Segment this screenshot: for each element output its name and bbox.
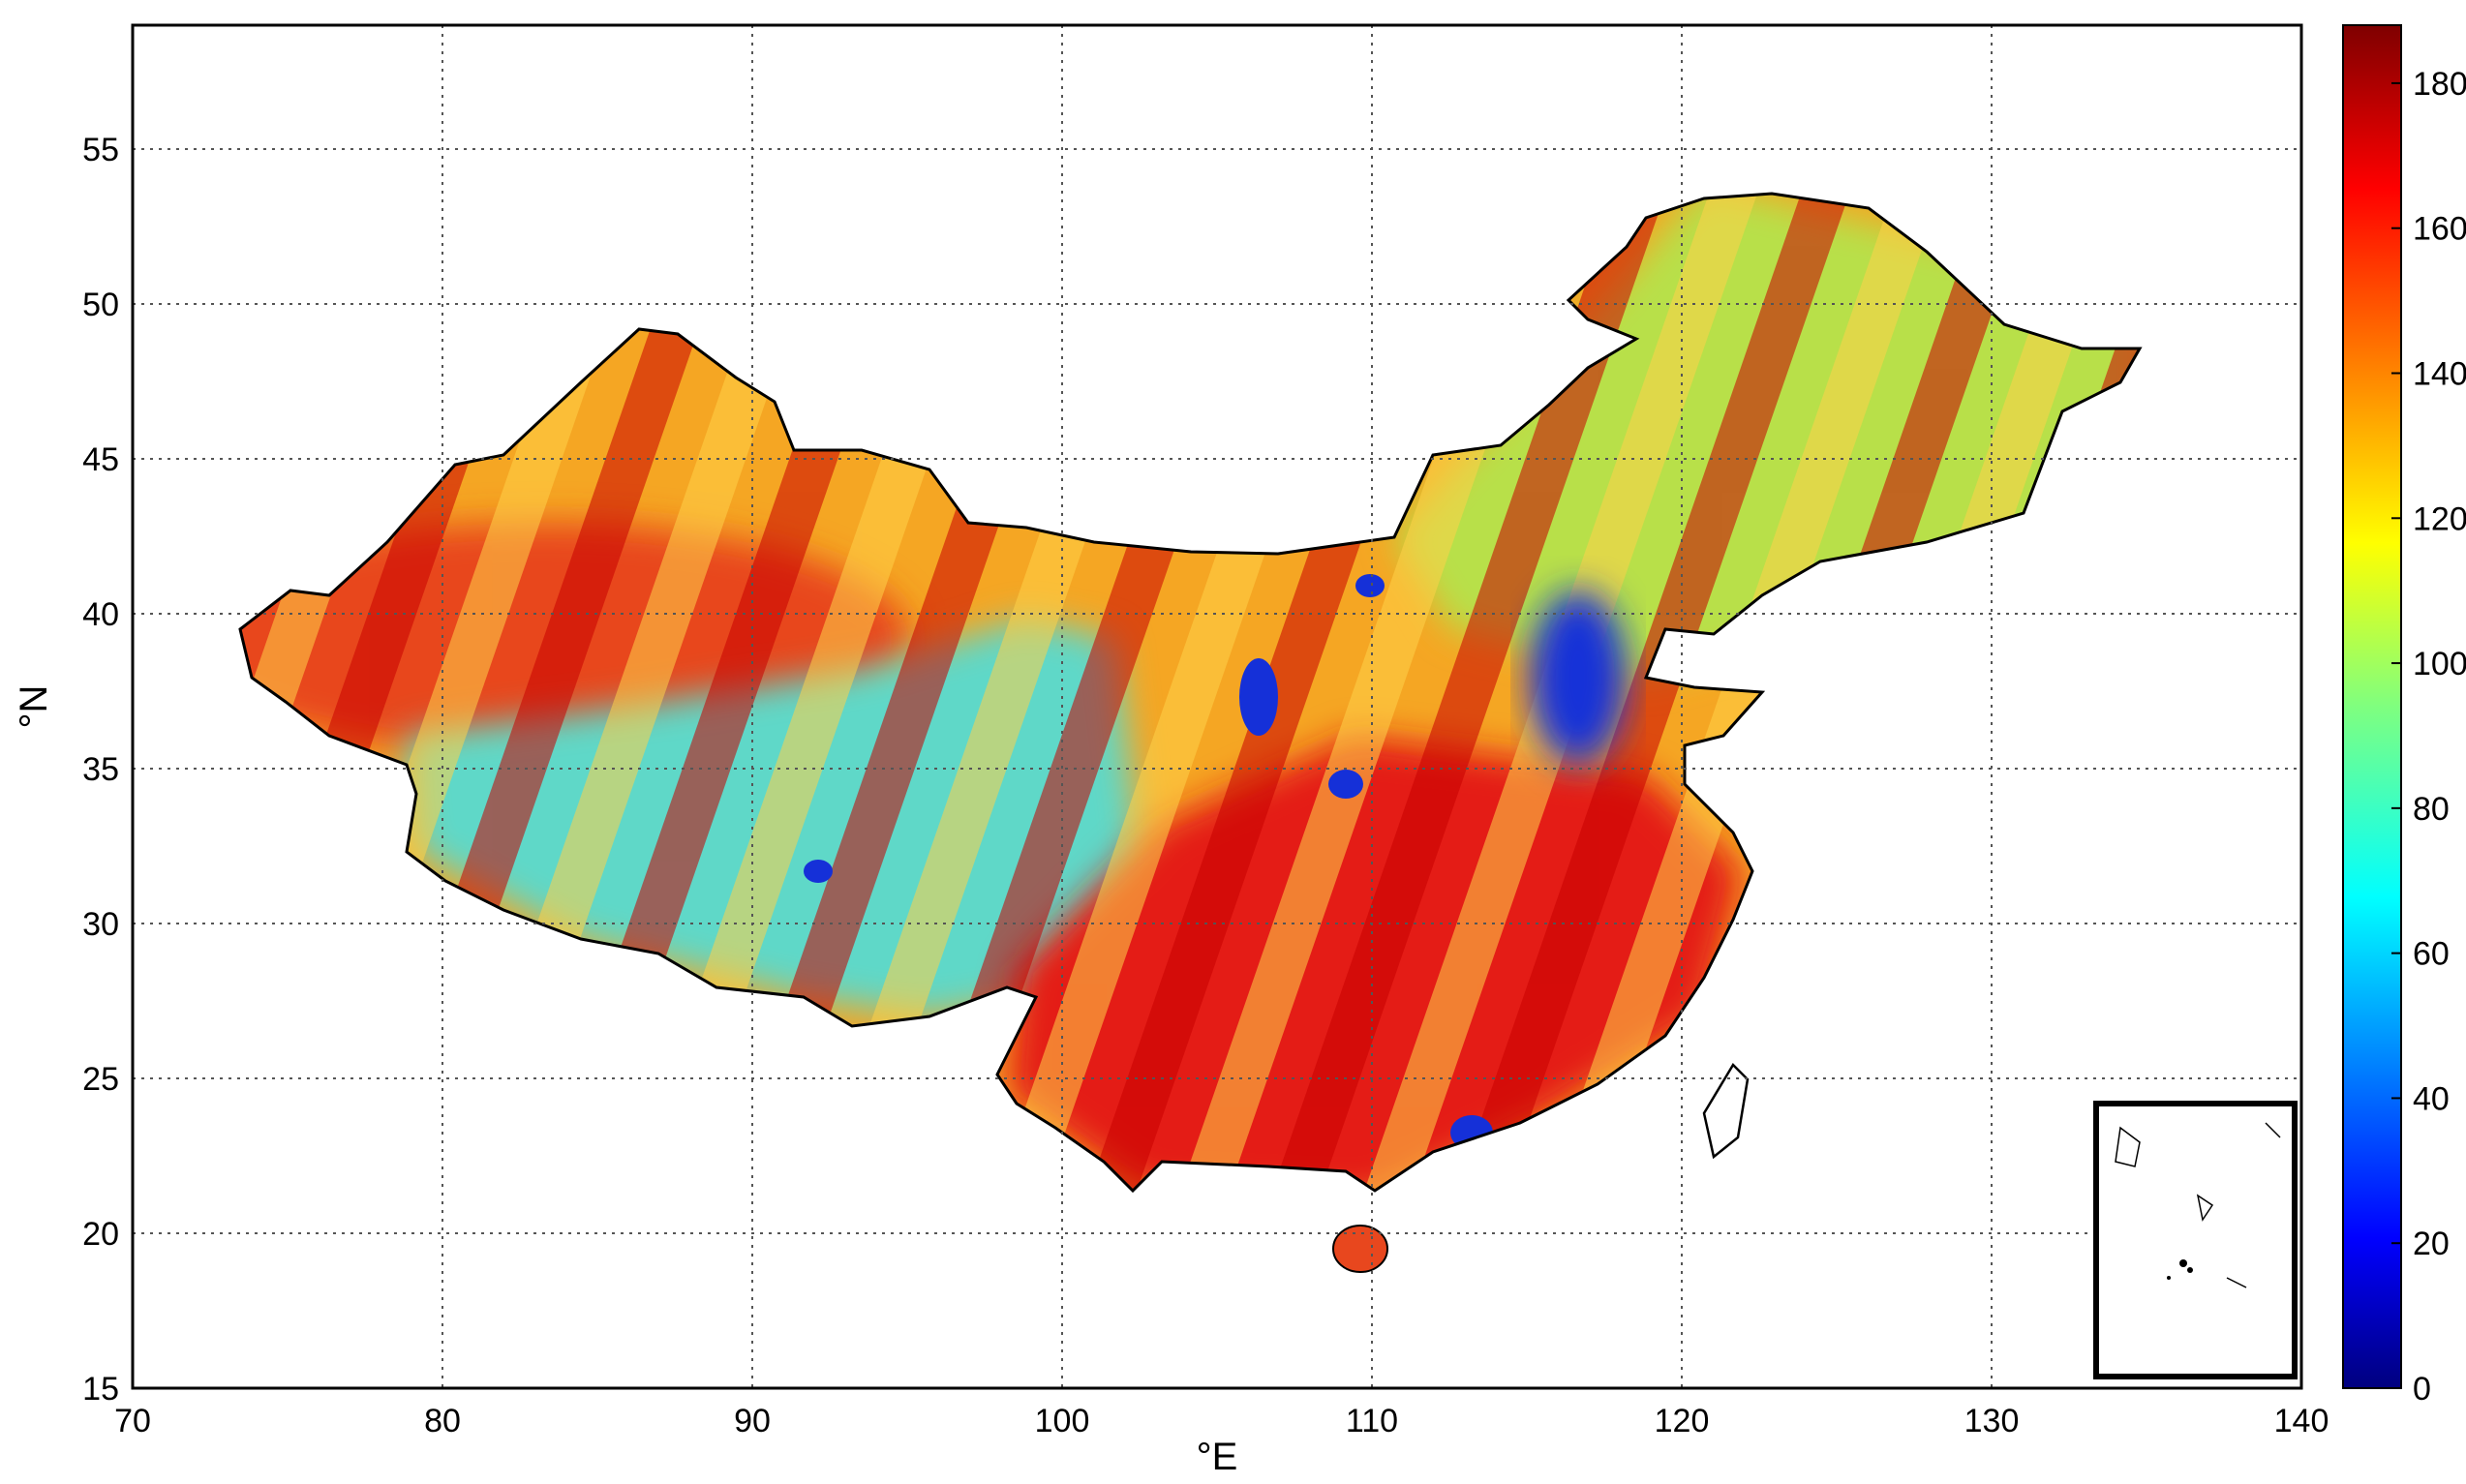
orbit-stripe [0, 194, 10, 1258]
x-tick-label: 70 [114, 1403, 151, 1439]
grid-lines [133, 25, 2301, 1388]
colorbar-tick-label: 160 [2413, 211, 2466, 248]
colorbar-tick-label: 100 [2413, 646, 2466, 682]
colorbar-tick-label: 80 [2413, 791, 2450, 828]
colorbar: 0 20 40 60 80 100 120 140 160 180 [2342, 24, 2466, 1408]
x-tick-label: 110 [1346, 1403, 1398, 1439]
x-tick-label: 90 [734, 1403, 771, 1439]
x-tick-labels: 70 80 90 100 110 120 130 140 [114, 1403, 2329, 1439]
orbit-stripe [1157, 194, 1573, 1191]
taiwan-outline [1702, 1062, 1750, 1160]
colorbar-tick-label: 180 [2413, 66, 2466, 103]
y-tick-label: 35 [82, 751, 119, 788]
colorbar-tick-label: 60 [2413, 936, 2450, 973]
y-tick-label: 30 [82, 906, 119, 943]
y-tick-labels: 15 20 25 30 35 40 45 50 55 [82, 132, 119, 1408]
y-tick-label: 15 [82, 1371, 119, 1408]
y-tick-label: 45 [82, 441, 119, 478]
x-tick-label: 100 [1035, 1403, 1090, 1439]
x-tick-label: 140 [2274, 1403, 2329, 1439]
hainan-island [1332, 1225, 1388, 1273]
colorbar-tick-label: 140 [2413, 355, 2466, 392]
plot-frame [131, 23, 2303, 1390]
colorbar-tick-label: 20 [2413, 1226, 2450, 1262]
y-tick-label: 55 [82, 132, 119, 168]
colorbar-tick-labels: 0 20 40 60 80 100 120 140 160 180 [2391, 66, 2466, 1408]
y-tick-label: 40 [82, 596, 119, 633]
inset-map [2093, 1101, 2298, 1379]
x-tick-label: 120 [1655, 1403, 1710, 1439]
x-tick-label: 80 [424, 1403, 461, 1439]
y-tick-label: 25 [82, 1061, 119, 1098]
colorbar-gradient [2342, 24, 2402, 1389]
y-axis-label: °N [13, 685, 55, 729]
y-tick-label: 20 [82, 1216, 119, 1253]
colorbar-tick-label: 0 [2413, 1371, 2431, 1408]
colorbar-tick-label: 40 [2413, 1080, 2450, 1117]
orbit-stripe [1249, 194, 1665, 1191]
x-tick-label: 130 [1964, 1403, 2020, 1439]
y-tick-label: 50 [82, 287, 119, 323]
x-axis-label: °E [1197, 1436, 1238, 1478]
colorbar-tick-label: 120 [2413, 500, 2466, 537]
